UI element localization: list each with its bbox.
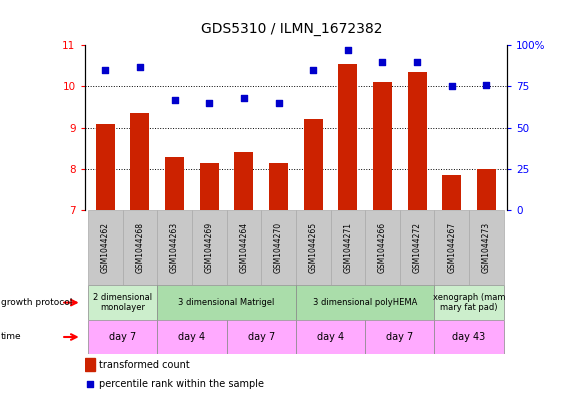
- Text: transformed count: transformed count: [99, 360, 190, 370]
- Bar: [192, 210, 227, 285]
- Bar: [365, 320, 434, 354]
- Bar: [477, 169, 496, 210]
- Text: day 7: day 7: [109, 332, 136, 342]
- Point: [308, 67, 318, 73]
- Text: time: time: [1, 332, 21, 342]
- Bar: [442, 175, 461, 210]
- Text: GSM1044267: GSM1044267: [447, 222, 456, 273]
- Bar: [434, 320, 504, 354]
- Bar: [296, 210, 331, 285]
- Point: [205, 100, 214, 106]
- Text: GSM1044263: GSM1044263: [170, 222, 179, 273]
- Bar: [165, 156, 184, 210]
- Bar: [88, 285, 157, 320]
- Text: day 4: day 4: [317, 332, 344, 342]
- Bar: [331, 210, 365, 285]
- Point: [482, 82, 491, 88]
- Bar: [373, 83, 392, 210]
- Text: GSM1044266: GSM1044266: [378, 222, 387, 273]
- Bar: [469, 210, 504, 285]
- Point: [170, 97, 180, 103]
- Bar: [227, 320, 296, 354]
- Point: [378, 59, 387, 65]
- Point: [274, 100, 283, 106]
- Text: GSM1044262: GSM1044262: [101, 222, 110, 273]
- Bar: [261, 210, 296, 285]
- Bar: [338, 64, 357, 210]
- Bar: [131, 113, 149, 210]
- Point: [239, 95, 248, 101]
- Bar: [200, 163, 219, 210]
- Text: day 7: day 7: [248, 332, 275, 342]
- Text: day 7: day 7: [386, 332, 413, 342]
- Text: GSM1044270: GSM1044270: [274, 222, 283, 273]
- Text: 3 dimensional polyHEMA: 3 dimensional polyHEMA: [313, 298, 417, 307]
- Bar: [400, 210, 434, 285]
- Text: day 43: day 43: [452, 332, 486, 342]
- Point: [343, 47, 353, 53]
- Point: [101, 67, 110, 73]
- Bar: [88, 320, 157, 354]
- Bar: [365, 210, 400, 285]
- Bar: [408, 72, 427, 210]
- Bar: [296, 320, 365, 354]
- Bar: [157, 320, 227, 354]
- Text: day 4: day 4: [178, 332, 205, 342]
- Text: GSM1044264: GSM1044264: [240, 222, 248, 273]
- Bar: [227, 210, 261, 285]
- Bar: [157, 210, 192, 285]
- Text: percentile rank within the sample: percentile rank within the sample: [99, 379, 264, 389]
- Text: 2 dimensional
monolayer: 2 dimensional monolayer: [93, 293, 152, 312]
- Text: GSM1044271: GSM1044271: [343, 222, 352, 273]
- Bar: [122, 210, 157, 285]
- Bar: [304, 119, 323, 210]
- Text: GSM1044273: GSM1044273: [482, 222, 491, 273]
- Text: GDS5310 / ILMN_1672382: GDS5310 / ILMN_1672382: [201, 22, 382, 37]
- Bar: [157, 285, 296, 320]
- Point: [447, 83, 456, 90]
- Bar: [85, 358, 95, 371]
- Bar: [434, 210, 469, 285]
- Text: GSM1044265: GSM1044265: [308, 222, 318, 273]
- Bar: [96, 123, 115, 210]
- Point: [85, 381, 94, 387]
- Point: [135, 64, 145, 70]
- Bar: [88, 210, 122, 285]
- Text: xenograph (mam
mary fat pad): xenograph (mam mary fat pad): [433, 293, 505, 312]
- Text: 3 dimensional Matrigel: 3 dimensional Matrigel: [178, 298, 275, 307]
- Bar: [234, 152, 254, 210]
- Point: [412, 59, 422, 65]
- Text: GSM1044269: GSM1044269: [205, 222, 214, 273]
- Text: GSM1044268: GSM1044268: [135, 222, 145, 273]
- Text: GSM1044272: GSM1044272: [413, 222, 422, 273]
- Bar: [434, 285, 504, 320]
- Bar: [296, 285, 434, 320]
- Text: growth protocol: growth protocol: [1, 298, 72, 307]
- Bar: [269, 163, 288, 210]
